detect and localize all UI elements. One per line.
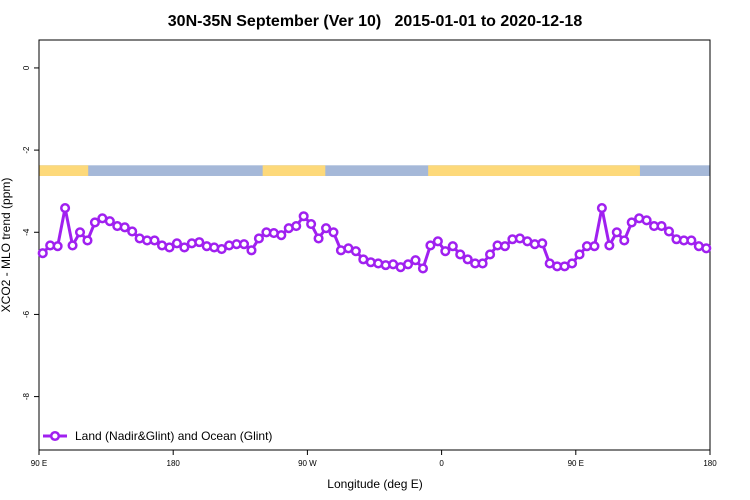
data-point [127,226,138,237]
data-point [67,240,78,251]
legend-marker [49,430,61,442]
land-segment [428,165,640,176]
data-point [37,248,48,259]
data-point [52,241,63,252]
data-point [89,217,100,228]
data-point [82,235,93,246]
data-point [194,237,205,248]
data-point [447,241,458,252]
data-point [663,226,675,237]
data-point [60,202,71,214]
legend-label: Land (Nadir&Glint) and Ocean (Glint) [75,429,272,443]
data-point [74,227,86,238]
data-point [499,241,511,252]
data-point [567,258,578,269]
data-point [403,259,414,270]
data-point [686,235,697,246]
data-point [641,215,652,226]
data-point [656,221,667,232]
y-tick-label: -6 [22,310,31,318]
data-point [432,236,443,247]
data-point [477,258,488,269]
data-point [253,233,264,244]
data-point [171,238,182,249]
y-tick-label: 0 [22,65,31,70]
data-point [291,221,302,232]
land-segment [262,165,326,176]
data-point [604,240,615,251]
data-point [320,223,332,234]
y-tick-label: -8 [22,392,31,400]
x-tick-label: 0 [439,459,444,468]
data-point [216,244,227,255]
data-point [104,216,115,227]
data-point [246,245,257,256]
data-point [328,227,339,238]
x-axis-label: Longitude (deg E) [327,477,422,491]
data-point [619,235,630,246]
x-tick-label: 180 [703,459,717,468]
data-point [462,254,473,265]
data-point [455,249,466,260]
x-tick-label: 90 E [31,459,47,468]
data-point [440,246,451,257]
data-point [611,227,622,238]
data-point [313,233,324,244]
data-point [238,239,250,250]
land-segment [39,165,89,176]
data-point [485,249,496,260]
chart-title: 30N-35N September (Ver 10) 2015-01-01 to… [168,13,583,30]
x-tick-label: 180 [167,459,181,468]
data-point [119,222,130,233]
data-point [306,218,317,230]
data-point [626,217,637,228]
data-point [425,240,436,251]
data-point [164,242,175,253]
data-point [350,246,361,257]
data-point [179,242,190,253]
x-tick-label: 90 W [298,459,317,468]
y-tick-label: -4 [22,228,31,236]
y-axis-label: XCO2 - MLO trend (ppm) [0,178,13,313]
data-point [589,241,600,252]
y-tick-label: -2 [22,146,31,154]
data-point [149,235,160,246]
data-point [410,255,421,266]
x-tick-label: 90 E [568,459,584,468]
data-point [701,243,712,254]
data-point [276,230,287,241]
data-point [537,238,548,249]
ocean-strip [39,165,710,176]
data-point [574,249,585,260]
data-point [596,202,607,214]
data-point [298,211,309,222]
data-point [417,263,429,274]
